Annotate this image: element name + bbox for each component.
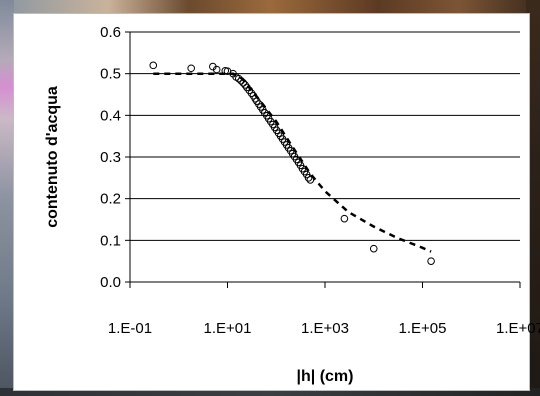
data-point bbox=[234, 74, 243, 83]
data-point bbox=[306, 176, 315, 184]
y-tick-label: 0.1 bbox=[100, 232, 121, 249]
y-tick-label: 0.2 bbox=[100, 191, 121, 208]
x-tick-label: 1.E+01 bbox=[204, 320, 252, 337]
data-point bbox=[187, 64, 195, 73]
data-point bbox=[427, 257, 435, 265]
data-points bbox=[149, 61, 435, 265]
data-point bbox=[304, 174, 313, 182]
data-point bbox=[239, 79, 248, 87]
x-axis-label: |h| (cm) bbox=[297, 368, 354, 385]
y-axis-label: contenuto d'acqua bbox=[44, 86, 61, 228]
x-tick-label: 1.E-01 bbox=[108, 320, 152, 337]
y-tick-label: 0.3 bbox=[100, 149, 121, 166]
background-photo-left bbox=[0, 0, 14, 396]
grid-lines bbox=[130, 31, 520, 241]
fitted-curve-line bbox=[153, 72, 432, 253]
background-photo-top bbox=[0, 0, 540, 14]
y-tick-label: 0.0 bbox=[100, 274, 121, 291]
data-point bbox=[237, 76, 245, 85]
fitted-curve bbox=[153, 72, 432, 253]
x-tick-label: 1.E+03 bbox=[301, 320, 349, 337]
chart-panel bbox=[13, 13, 530, 391]
data-point bbox=[369, 244, 378, 253]
y-tick-label: 0.4 bbox=[100, 107, 121, 124]
x-tick-label: 1.E+07 bbox=[496, 320, 540, 337]
data-point bbox=[340, 214, 349, 223]
x-tick-label: 1.E+05 bbox=[399, 320, 447, 337]
background-photo-bottom bbox=[0, 388, 540, 396]
data-point bbox=[247, 89, 256, 98]
data-point bbox=[149, 61, 158, 70]
x-tick-labels: 1.E-01 1.E+01 1.E+03 1.E+05 1.E+07 bbox=[108, 320, 540, 337]
data-point bbox=[212, 65, 221, 74]
y-tick-labels: 0.0 0.1 0.2 0.3 0.4 0.5 0.6 bbox=[100, 24, 121, 291]
axes bbox=[125, 31, 521, 288]
y-tick-label: 0.6 bbox=[100, 24, 121, 41]
y-tick-label: 0.5 bbox=[100, 66, 121, 83]
